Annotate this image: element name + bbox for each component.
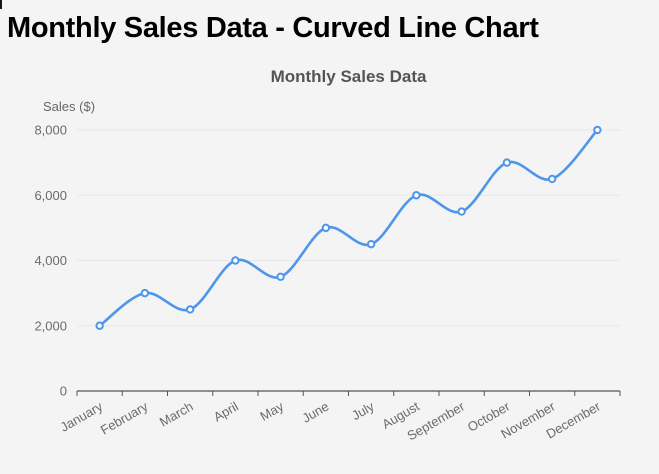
data-point-marker: [366, 239, 376, 249]
data-point-marker: [321, 223, 331, 233]
data-point-marker: [276, 272, 285, 282]
page-title: Monthly Sales Data - Curved Line Chart: [7, 12, 539, 44]
x-axis-label: April: [211, 399, 241, 425]
corner-artifact: [0, 0, 2, 9]
data-point-marker: [457, 207, 466, 216]
data-point-marker: [231, 256, 240, 265]
y-axis-title: Sales ($): [43, 99, 96, 114]
data-point-marker: [502, 158, 512, 167]
x-axis-label: March: [157, 399, 196, 430]
x-axis-label: May: [257, 398, 286, 424]
data-point-marker: [95, 321, 104, 330]
y-axis-label: 6,000: [34, 188, 67, 203]
data-point-marker: [547, 174, 557, 184]
y-axis-label: 8,000: [34, 123, 67, 138]
data-point-marker: [185, 305, 195, 314]
x-axis-label: February: [98, 398, 151, 437]
x-axis-label: June: [299, 399, 331, 426]
chart-title: Monthly Sales Data: [270, 67, 427, 86]
data-point-marker: [412, 191, 421, 200]
sales-series-line: [98, 128, 599, 328]
data-point-marker: [593, 125, 602, 135]
y-axis-label: 0: [60, 384, 67, 399]
x-axis-label: January: [58, 398, 106, 434]
y-axis-label: 2,000: [34, 318, 67, 333]
data-point-marker: [140, 288, 150, 298]
x-axis-label: July: [349, 398, 377, 423]
y-axis-label: 4,000: [34, 253, 67, 268]
